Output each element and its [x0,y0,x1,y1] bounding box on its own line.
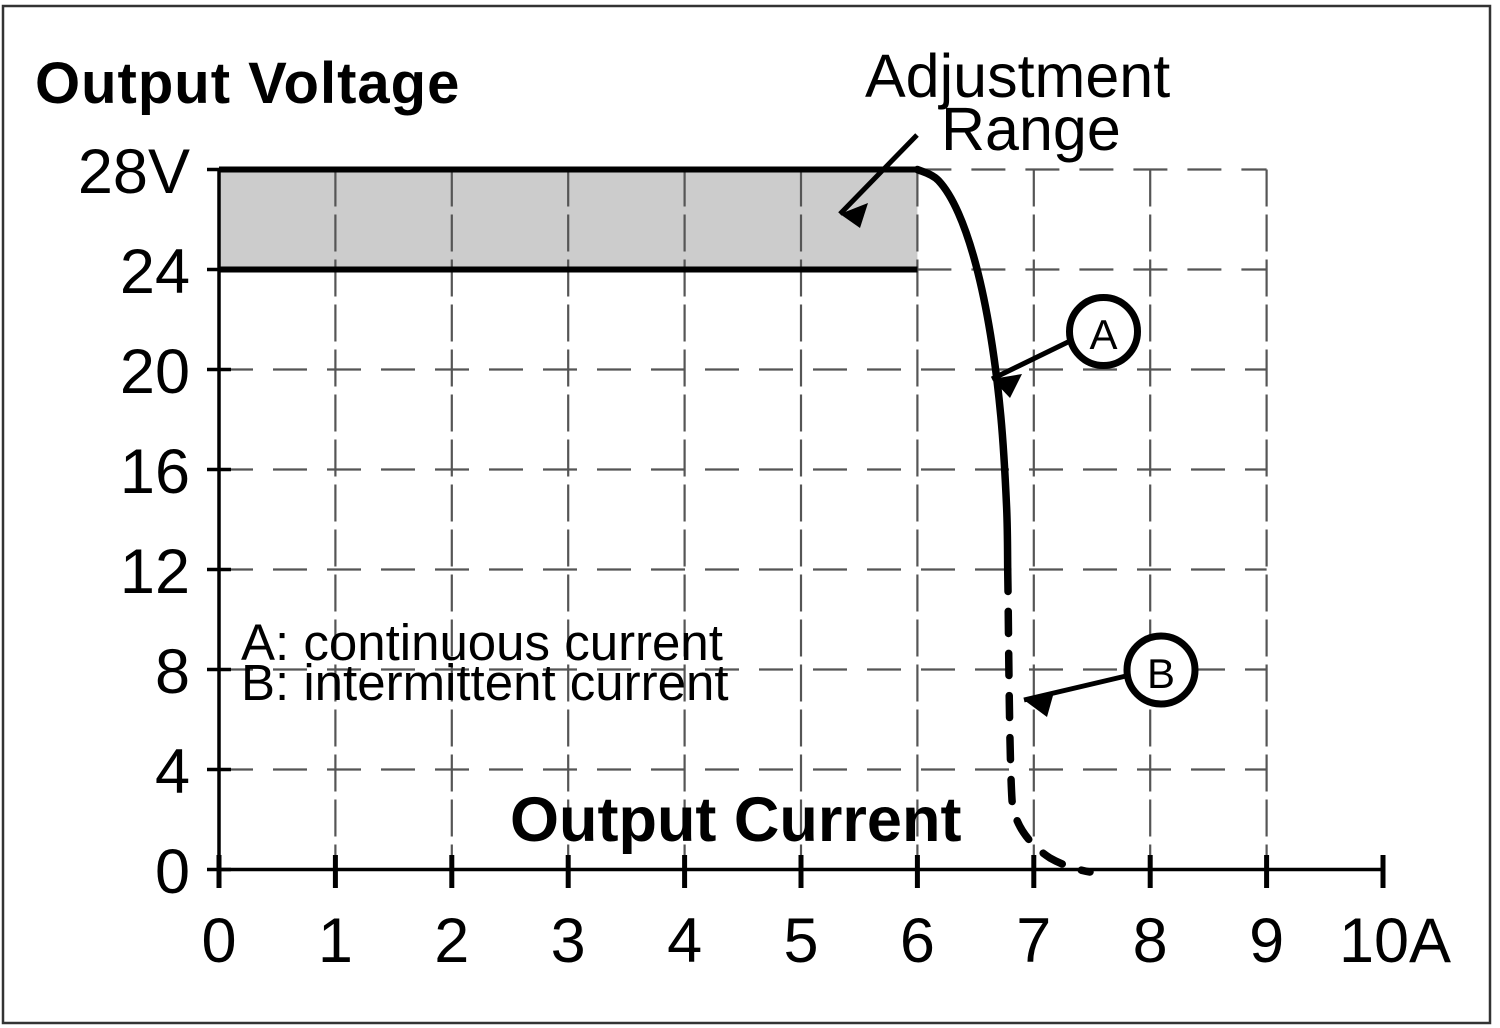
svg-text:A: A [1089,311,1117,358]
svg-text:Output Current: Output Current [510,785,961,855]
svg-text:0: 0 [201,906,236,976]
svg-text:24: 24 [120,237,190,307]
svg-text:8: 8 [1133,906,1168,976]
svg-text:12: 12 [120,537,190,607]
svg-text:7: 7 [1016,906,1051,976]
svg-text:1: 1 [318,906,353,976]
svg-text:9: 9 [1249,906,1284,976]
svg-text:20: 20 [120,337,190,407]
svg-text:4: 4 [155,737,190,807]
svg-text:5: 5 [783,906,818,976]
svg-text:0: 0 [155,837,190,907]
svg-text:B: B [1147,650,1175,697]
svg-text:Output Voltage: Output Voltage [35,51,460,116]
svg-text:28V: 28V [78,137,190,207]
svg-text:8: 8 [155,637,190,707]
svg-text:4: 4 [667,906,702,976]
svg-text:3: 3 [551,906,586,976]
svg-text:10A: 10A [1339,906,1451,976]
svg-text:16: 16 [120,437,190,507]
svg-text:2: 2 [434,906,469,976]
svg-text:B: intermittent current: B: intermittent current [241,654,729,711]
svg-text:Range: Range [941,95,1121,163]
svg-text:6: 6 [900,906,935,976]
